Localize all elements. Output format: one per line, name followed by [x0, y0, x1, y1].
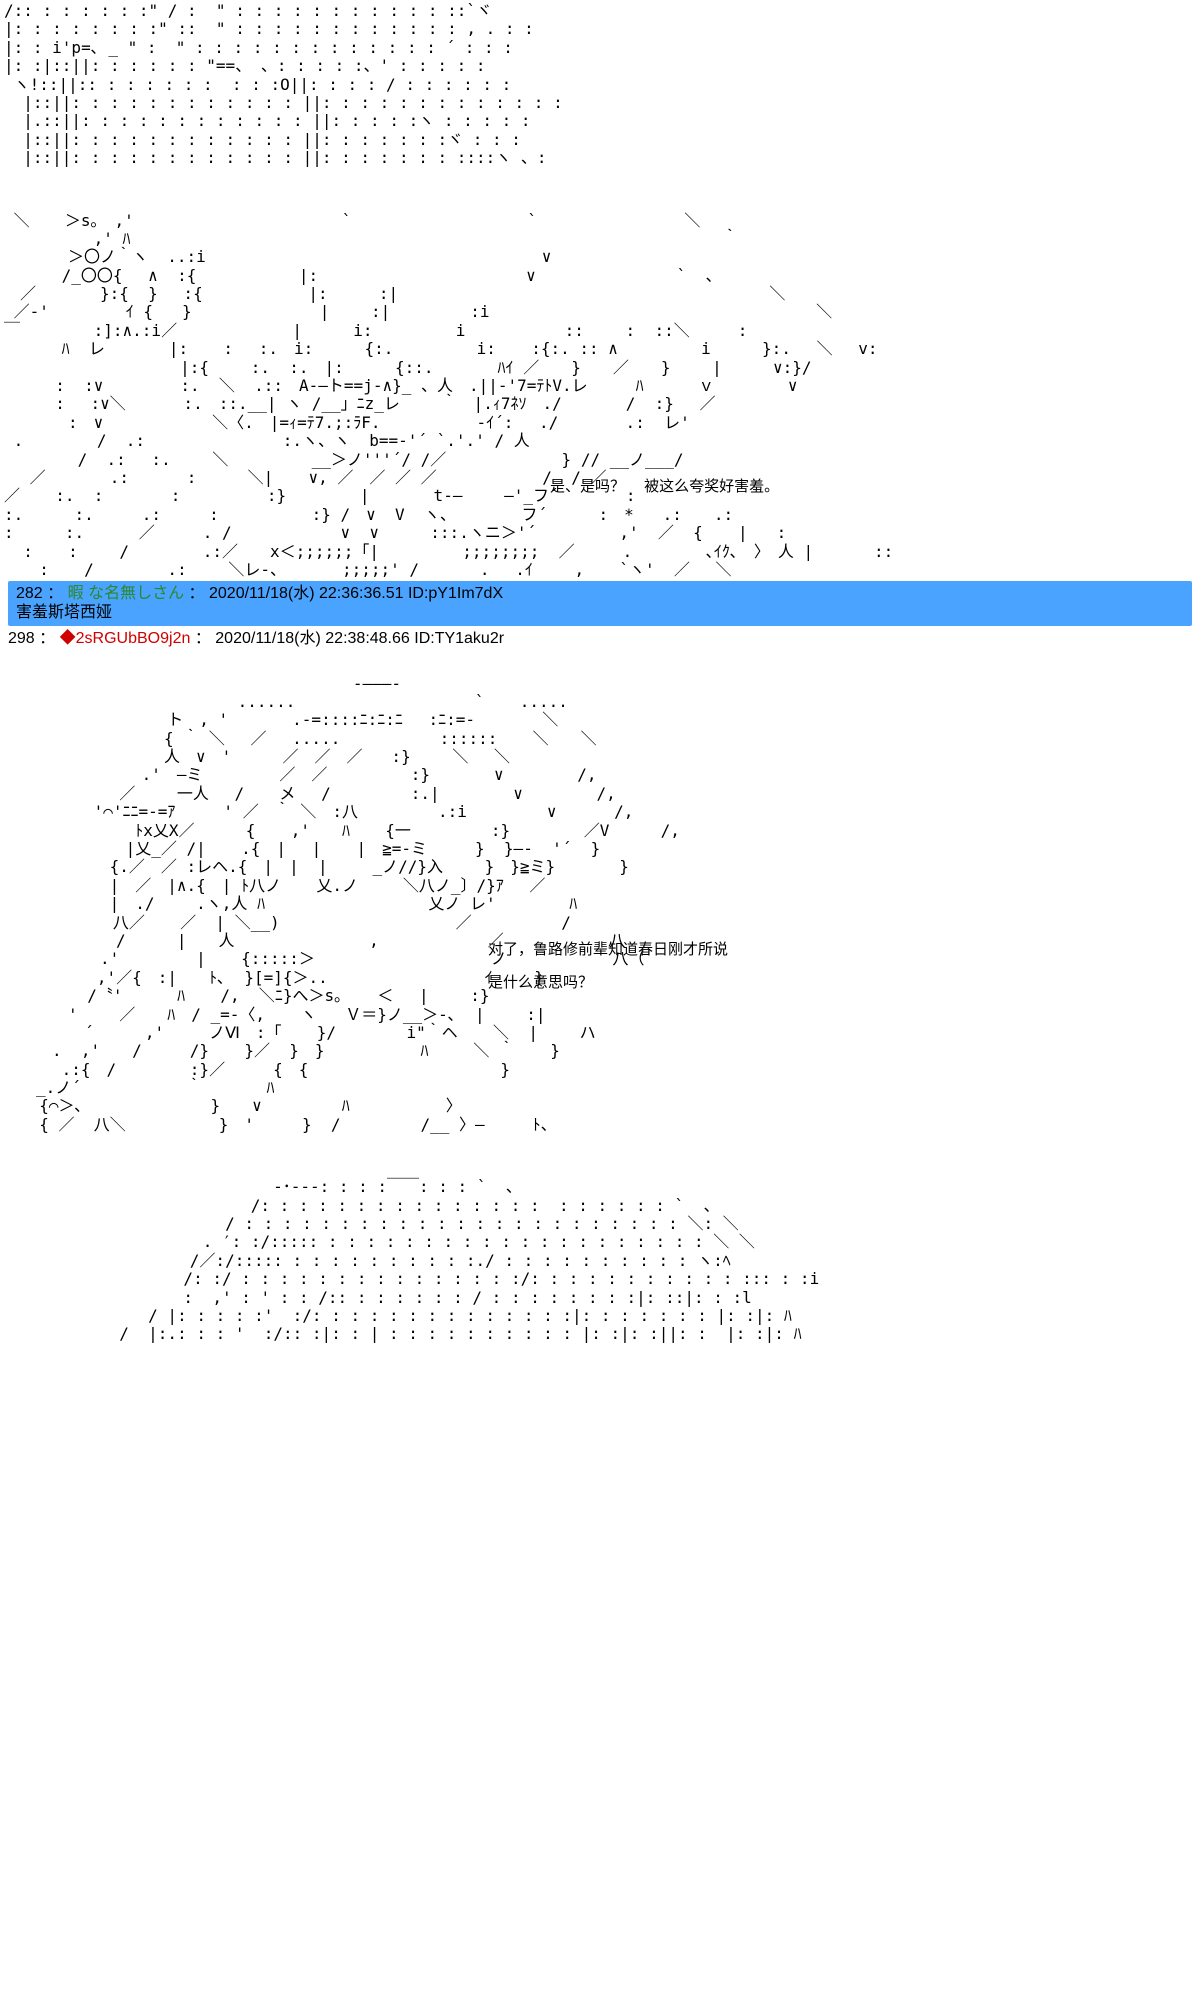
poster-name-anon: 暇 な名無しさん: [68, 585, 184, 602]
post-number: 282: [16, 585, 43, 602]
trip-diamond: ◆: [60, 630, 76, 647]
ascii-art-block-3-row: -―――- ...... ` ..... ト , ' .-=::::ﾆ:ﾆ:ﾆ …: [0, 673, 1200, 1137]
spacer: [0, 1136, 1200, 1176]
spacer: [0, 170, 1200, 210]
ascii-art-3: -―――- ...... ` ..... ト , ' .-=::::ﾆ:ﾆ:ﾆ …: [0, 673, 1200, 1137]
ascii-art-block-1: /:: : : : : : :" / : " : : : : : : : : :…: [0, 0, 1200, 170]
ascii-art-2: ＼ ＞s｡ ,' ` ` ＼ ,' ﾊ ｀ ＞〇ノ｀ヽ ..:i ∨ /_〇〇{…: [0, 210, 1200, 582]
post-298-header[interactable]: 298 ： ◆2sRGUbBO9j2n ： 2020/11/18(水) 22:3…: [0, 626, 1200, 652]
separator: ：: [39, 630, 55, 647]
separator: ：: [47, 585, 63, 602]
spacer: [0, 653, 1200, 673]
post-datetime: 2020/11/18(水) 22:38:48.66 ID:TY1aku2r: [215, 630, 504, 647]
post-number: 298: [8, 630, 35, 647]
ascii-art-block-4: -･---: : : :￣￣: : : ` 、 /: : : : : : : :…: [0, 1176, 1200, 1346]
post-282-header[interactable]: 282 ： 暇 な名無しさん ： 2020/11/18(水) 22:36:36.…: [8, 581, 1192, 626]
ascii-art-4: -･---: : : :￣￣: : : ` 、 /: : : : : : : :…: [0, 1176, 1200, 1346]
side-comment-2-line1: 对了，鲁路修前辈知道春日刚才所说: [488, 941, 728, 958]
post-body: 害羞斯塔西娅: [16, 604, 112, 621]
side-comment-2-line2: 是什么意思吗？: [488, 974, 593, 991]
separator: ：: [189, 585, 205, 602]
ascii-art-1: /:: : : : : : :" / : " : : : : : : : : :…: [0, 0, 1200, 170]
side-comment-2: 对了，鲁路修前辈知道春日刚才所说 是什么意思吗？: [488, 933, 728, 999]
separator: ：: [195, 630, 211, 647]
poster-tripcode: 2sRGUbBO9j2n: [76, 630, 191, 647]
post-datetime: 2020/11/18(水) 22:36:36.51 ID:pY1Im7dX: [209, 585, 503, 602]
side-comment-1: 是、是吗？ 被这么夸奖好害羞。: [550, 470, 779, 503]
ascii-art-block-2-row: ＼ ＞s｡ ,' ` ` ＼ ,' ﾊ ｀ ＞〇ノ｀ヽ ..:i ∨ /_〇〇{…: [0, 210, 1200, 582]
